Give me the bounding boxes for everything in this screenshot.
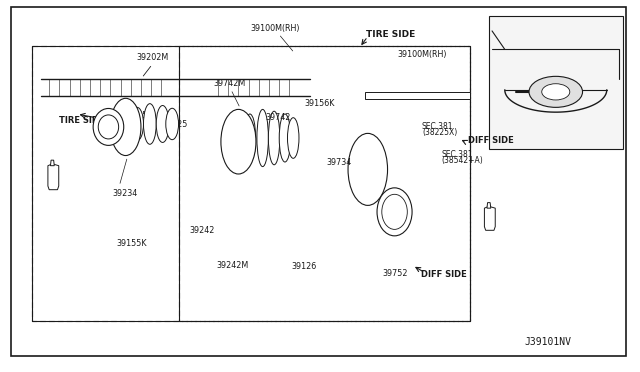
Ellipse shape: [110, 98, 141, 155]
Circle shape: [541, 84, 570, 100]
Ellipse shape: [166, 108, 179, 140]
Polygon shape: [51, 160, 54, 166]
Ellipse shape: [287, 118, 299, 158]
Text: TIRE SIDE: TIRE SIDE: [366, 30, 415, 39]
Text: 39734: 39734: [326, 158, 351, 167]
Polygon shape: [487, 203, 491, 208]
Polygon shape: [484, 206, 495, 230]
Text: DIFF SIDE: DIFF SIDE: [468, 137, 513, 145]
Text: J39101NV: J39101NV: [525, 337, 572, 347]
Text: (38542+A): (38542+A): [441, 156, 483, 165]
Ellipse shape: [377, 188, 412, 236]
Text: 39125: 39125: [162, 120, 188, 129]
Text: 39242M: 39242M: [217, 261, 249, 270]
Text: 39202M: 39202M: [136, 53, 168, 62]
Text: 39126: 39126: [291, 262, 317, 271]
Text: TIRE SIDE: TIRE SIDE: [59, 116, 104, 125]
Text: 39100M(RH): 39100M(RH): [251, 24, 300, 33]
Circle shape: [529, 76, 582, 108]
Text: (38225X): (38225X): [422, 128, 457, 137]
Ellipse shape: [348, 134, 388, 205]
Text: 39252: 39252: [127, 111, 153, 120]
Polygon shape: [48, 164, 59, 190]
Ellipse shape: [143, 104, 156, 144]
Polygon shape: [365, 92, 470, 99]
Text: 39234: 39234: [113, 189, 138, 198]
Text: SEC.381: SEC.381: [422, 122, 454, 131]
Text: 39155K: 39155K: [116, 239, 147, 248]
Text: 39156K: 39156K: [304, 99, 335, 108]
Text: 39742: 39742: [266, 113, 291, 122]
Text: SEC.381: SEC.381: [441, 150, 472, 160]
Ellipse shape: [279, 114, 291, 162]
Bar: [489, 16, 623, 149]
Ellipse shape: [93, 109, 124, 145]
Text: 39752: 39752: [383, 269, 408, 278]
Ellipse shape: [156, 106, 169, 142]
Text: DIFF SIDE: DIFF SIDE: [420, 270, 467, 279]
Text: 39242: 39242: [189, 226, 215, 235]
Text: 39742M: 39742M: [213, 79, 246, 88]
Ellipse shape: [268, 111, 280, 165]
Text: 39100M(RH): 39100M(RH): [397, 50, 447, 59]
Ellipse shape: [244, 114, 255, 162]
Ellipse shape: [131, 108, 143, 141]
Ellipse shape: [221, 109, 256, 174]
Ellipse shape: [257, 109, 268, 167]
